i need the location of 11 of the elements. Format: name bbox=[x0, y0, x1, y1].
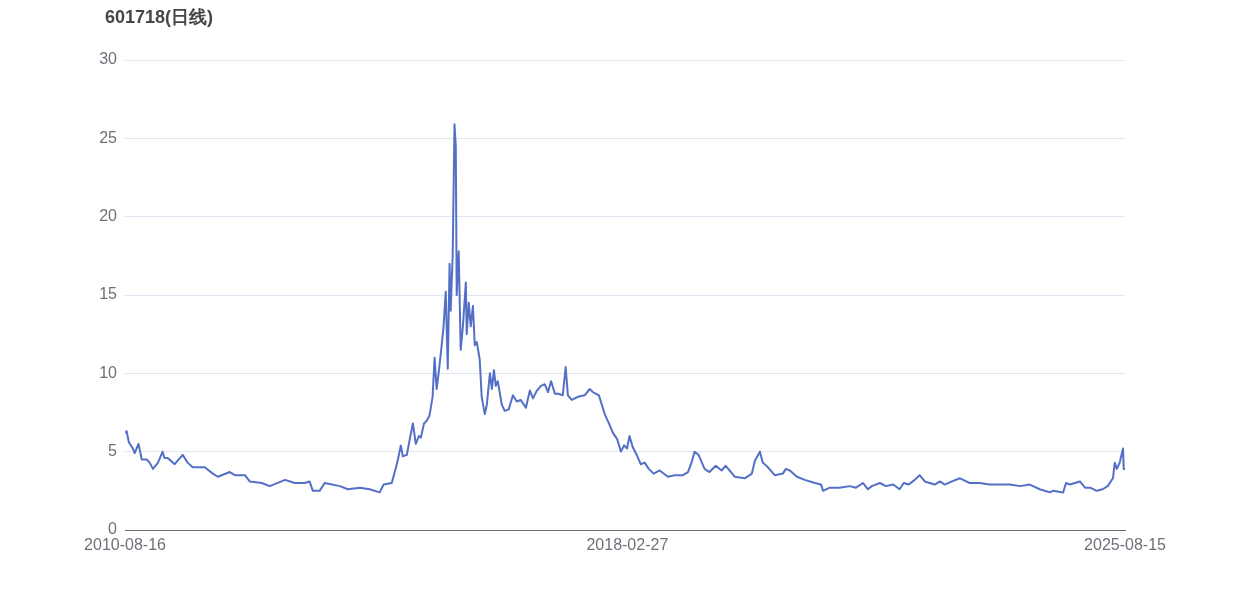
y-tick-label: 20 bbox=[99, 207, 118, 225]
x-tick-label: 2018-02-27 bbox=[586, 536, 669, 554]
y-tick-label: 5 bbox=[108, 442, 118, 460]
y-tick-label: 15 bbox=[99, 285, 118, 303]
y-tick-label: 30 bbox=[99, 50, 118, 68]
y-tick-label: 25 bbox=[99, 128, 118, 146]
y-tick-label: 10 bbox=[99, 363, 118, 381]
x-tick-label: 2010-08-16 bbox=[84, 536, 167, 554]
chart-title: 601718(日线) bbox=[105, 6, 214, 27]
x-tick-label: 2025-08-15 bbox=[1084, 536, 1167, 554]
y-tick-label: 0 bbox=[108, 520, 118, 538]
